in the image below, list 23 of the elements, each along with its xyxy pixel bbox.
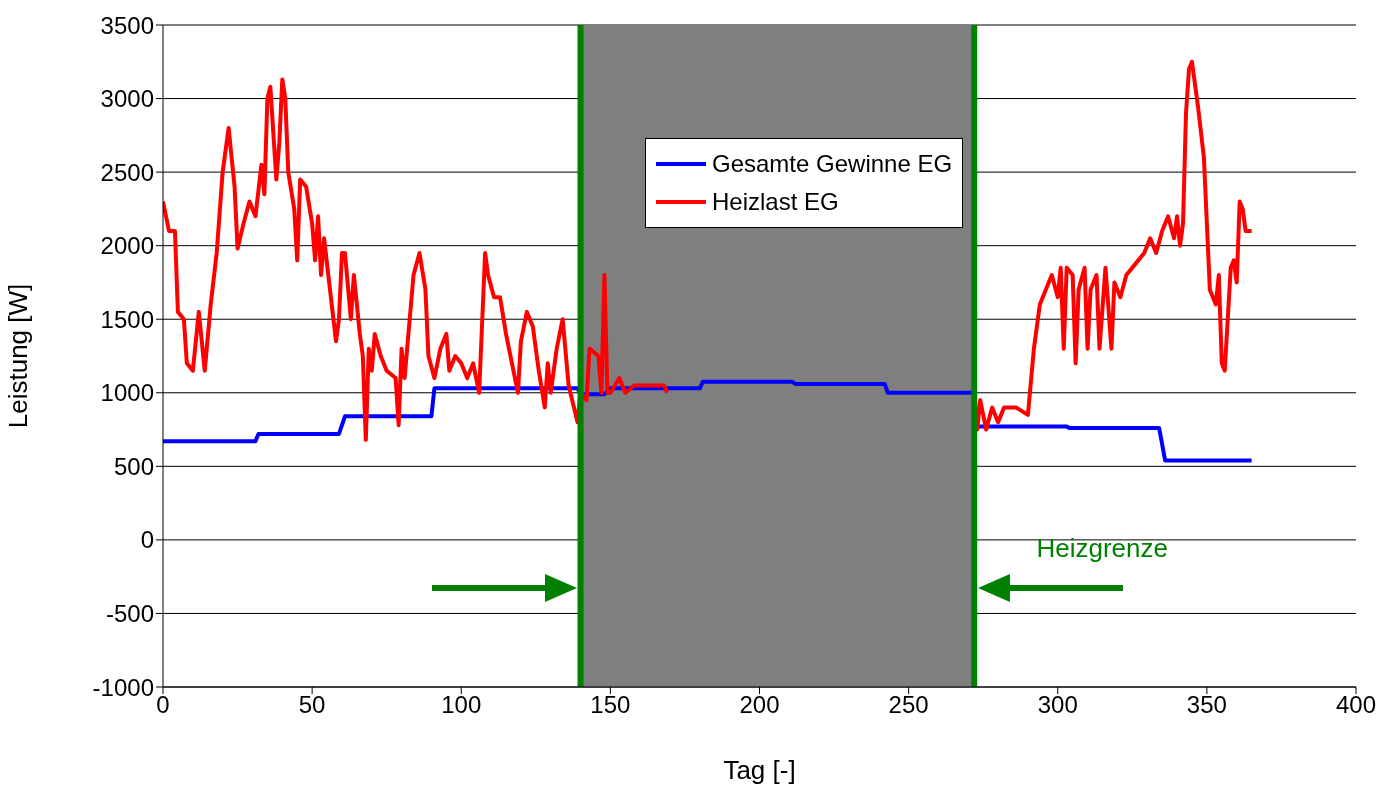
- y-tick-label: 500: [113, 452, 154, 480]
- x-axis-title: Tag [-]: [723, 755, 796, 785]
- x-tick-label: 150: [590, 691, 631, 719]
- x-tick-label: 100: [441, 691, 482, 719]
- y-tick-label: 1000: [100, 379, 154, 407]
- y-tick-label: 3000: [100, 85, 154, 113]
- y-axis-title: Leistung [W]: [3, 283, 34, 429]
- y-tick-label: -500: [105, 599, 154, 627]
- y-tick-label: 0: [140, 526, 154, 554]
- y-tick-label: 1500: [100, 305, 154, 333]
- legend-label: Heizlast EG: [712, 187, 839, 217]
- x-tick-label: 300: [1037, 691, 1078, 719]
- y-tick-label: 2000: [100, 232, 154, 260]
- y-tick-label: 2500: [100, 158, 154, 186]
- y-tick-label: 3500: [100, 11, 154, 39]
- x-tick-label: 200: [739, 691, 780, 719]
- x-tick-label: 350: [1186, 691, 1227, 719]
- x-tick-label: 250: [888, 691, 929, 719]
- legend-label: Gesamte Gewinne EG: [712, 149, 953, 179]
- x-tick-label: 400: [1335, 691, 1377, 719]
- annotation: Heizgrenze: [1036, 532, 1168, 564]
- x-tick-label: 50: [298, 691, 326, 719]
- y-tick-label: -1000: [92, 673, 154, 701]
